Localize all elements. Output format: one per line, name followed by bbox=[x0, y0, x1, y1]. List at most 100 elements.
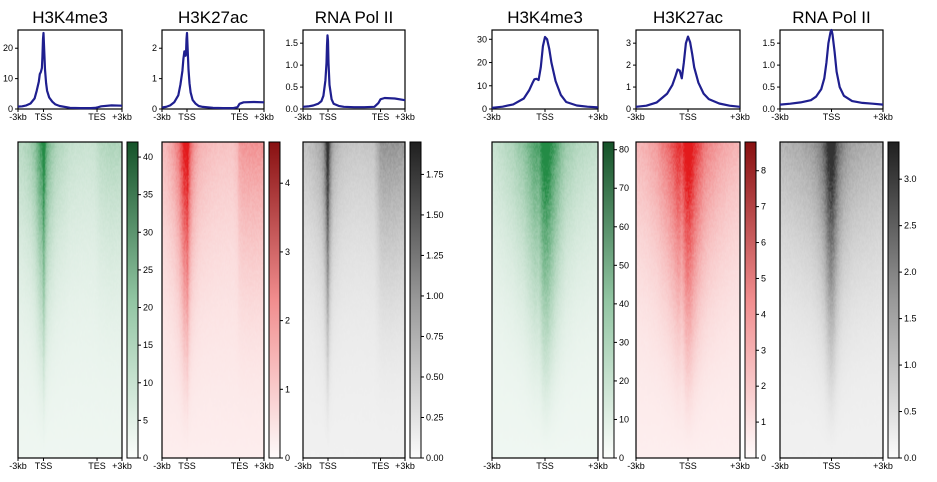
colorbar-tick-label: 0 bbox=[619, 453, 624, 463]
profile-y-tick-label: 30 bbox=[477, 34, 487, 44]
profile-frame bbox=[302, 29, 406, 110]
heatmap-x-tick-label: TSS bbox=[35, 461, 53, 471]
colorbar-tick-label: 1.5 bbox=[904, 314, 917, 324]
profile-y-tick-label: 0 bbox=[626, 104, 631, 114]
profile-y-tick-label: 10 bbox=[3, 74, 13, 84]
profile-frame bbox=[17, 29, 123, 110]
profile-line bbox=[635, 35, 741, 108]
panel-title: RNA Pol II bbox=[792, 8, 870, 27]
profile-line bbox=[779, 28, 884, 106]
panel-title: RNA Pol II bbox=[315, 8, 393, 27]
profile-line bbox=[302, 34, 406, 109]
heatmap-x-tick-label: -3kb bbox=[771, 461, 789, 471]
colorbar-tick-label: 10 bbox=[143, 378, 153, 388]
profile-x-tick-label: TSS bbox=[679, 112, 697, 122]
colorbar-tick-label: 15 bbox=[143, 340, 153, 350]
colorbar-tick-label: 0.5 bbox=[904, 407, 917, 417]
profile-line bbox=[17, 31, 123, 110]
profile-line bbox=[161, 31, 265, 110]
heatmap-image bbox=[303, 142, 405, 458]
heatmap-x-tick-label: TSS bbox=[178, 461, 196, 471]
colorbar bbox=[887, 141, 900, 459]
heatmap-frame bbox=[161, 141, 265, 459]
panel-title: H3K4me3 bbox=[32, 8, 108, 27]
heatmap-x-tick-label: +3kb bbox=[254, 461, 274, 471]
colorbar-tick-label: 1.25 bbox=[426, 250, 444, 260]
profile-frame bbox=[779, 29, 884, 110]
profile-y-tick-label: 20 bbox=[3, 43, 13, 53]
colorbar bbox=[409, 141, 422, 459]
heatmap-x-tick-label: -3kb bbox=[9, 461, 27, 471]
profile-x-tick-label: +3kb bbox=[730, 112, 750, 122]
colorbar-tick-label: 5 bbox=[761, 273, 766, 283]
heatmap-x-tick-label: TSS bbox=[679, 461, 697, 471]
colorbar-tick-label: 3 bbox=[285, 247, 290, 257]
colorbar-tick-label: 2.5 bbox=[904, 221, 917, 231]
colorbar-tick-label: 3 bbox=[761, 345, 766, 355]
heatmap-image bbox=[18, 142, 122, 458]
profile-y-tick-label: 1.5 bbox=[762, 38, 775, 48]
heatmap-x-tick-label: +3kb bbox=[588, 461, 608, 471]
profile-y-tick-label: 0 bbox=[152, 104, 157, 114]
heatmap-frame bbox=[302, 141, 406, 459]
profile-x-tick-label: +3kb bbox=[112, 112, 132, 122]
colorbar-tick-label: 0.0 bbox=[904, 453, 917, 463]
heatmap-x-tick-label: TSS bbox=[823, 461, 841, 471]
profile-x-tick-label: TSS bbox=[319, 112, 337, 122]
colorbar-tick-label: 10 bbox=[619, 414, 629, 424]
colorbar-tick-label: 0.50 bbox=[426, 372, 444, 382]
heatmap-image bbox=[636, 142, 740, 458]
profile-x-tick-label: -3kb bbox=[9, 112, 27, 122]
heatmap-x-tick-label: +3kb bbox=[873, 461, 893, 471]
profile-y-tick-label: 20 bbox=[477, 58, 487, 68]
colorbar bbox=[744, 141, 757, 459]
colorbar bbox=[126, 141, 139, 459]
heatmap-x-tick-label: -3kb bbox=[483, 461, 501, 471]
colorbar-tick-label: 3.0 bbox=[904, 174, 917, 184]
profile-y-tick-label: 0.5 bbox=[762, 82, 775, 92]
panel-title: H3K4me3 bbox=[507, 8, 583, 27]
heatmap-x-tick-label: -3kb bbox=[627, 461, 645, 471]
colorbar-tick-label: 70 bbox=[619, 183, 629, 193]
profile-x-tick-label: TSS bbox=[178, 112, 196, 122]
profile-y-tick-label: 1 bbox=[626, 82, 631, 92]
profile-y-tick-label: 2 bbox=[152, 43, 157, 53]
colorbar-tick-label: 60 bbox=[619, 222, 629, 232]
colorbar-tick-label: 1 bbox=[761, 417, 766, 427]
colorbar bbox=[268, 141, 281, 459]
colorbar-tick-label: 1.75 bbox=[426, 169, 444, 179]
profile-x-tick-label: TSS bbox=[823, 112, 841, 122]
profile-x-tick-label: TES bbox=[372, 112, 390, 122]
colorbar-tick-label: 1.00 bbox=[426, 291, 444, 301]
colorbar-tick-label: 50 bbox=[619, 260, 629, 270]
profile-y-tick-label: 0.0 bbox=[285, 104, 298, 114]
profile-y-tick-label: 0.0 bbox=[762, 104, 775, 114]
heatmap-frame bbox=[17, 141, 123, 459]
colorbar-tick-label: 1.50 bbox=[426, 210, 444, 220]
colorbar-tick-label: 25 bbox=[143, 265, 153, 275]
colorbar-tick-label: 0 bbox=[761, 453, 766, 463]
colorbar-tick-label: 2 bbox=[285, 316, 290, 326]
profile-x-tick-label: +3kb bbox=[254, 112, 274, 122]
colorbar-tick-label: 0.25 bbox=[426, 412, 444, 422]
colorbar-tick-label: 35 bbox=[143, 190, 153, 200]
colorbar-tick-label: 4 bbox=[285, 178, 290, 188]
heatmap-image bbox=[780, 142, 883, 458]
panel-title: H3K27ac bbox=[178, 8, 248, 27]
colorbar-tick-label: 40 bbox=[143, 152, 153, 162]
profile-x-tick-label: TSS bbox=[35, 112, 53, 122]
heatmap-x-tick-label: +3kb bbox=[395, 461, 415, 471]
colorbar-tick-label: 20 bbox=[619, 376, 629, 386]
profile-y-tick-label: 3 bbox=[626, 38, 631, 48]
heatmap-x-tick-label: TSS bbox=[319, 461, 337, 471]
heatmap-x-tick-label: +3kb bbox=[730, 461, 750, 471]
profile-x-tick-label: -3kb bbox=[771, 112, 789, 122]
profile-y-tick-label: 10 bbox=[477, 81, 487, 91]
colorbar-tick-label: 6 bbox=[761, 238, 766, 248]
colorbar-tick-label: 2.0 bbox=[904, 267, 917, 277]
profile-frame bbox=[161, 29, 265, 110]
colorbar-tick-label: 0 bbox=[285, 453, 290, 463]
profile-y-tick-label: 0 bbox=[482, 104, 487, 114]
profile-y-tick-label: 1.0 bbox=[762, 60, 775, 70]
colorbar-tick-label: 0.00 bbox=[426, 453, 444, 463]
